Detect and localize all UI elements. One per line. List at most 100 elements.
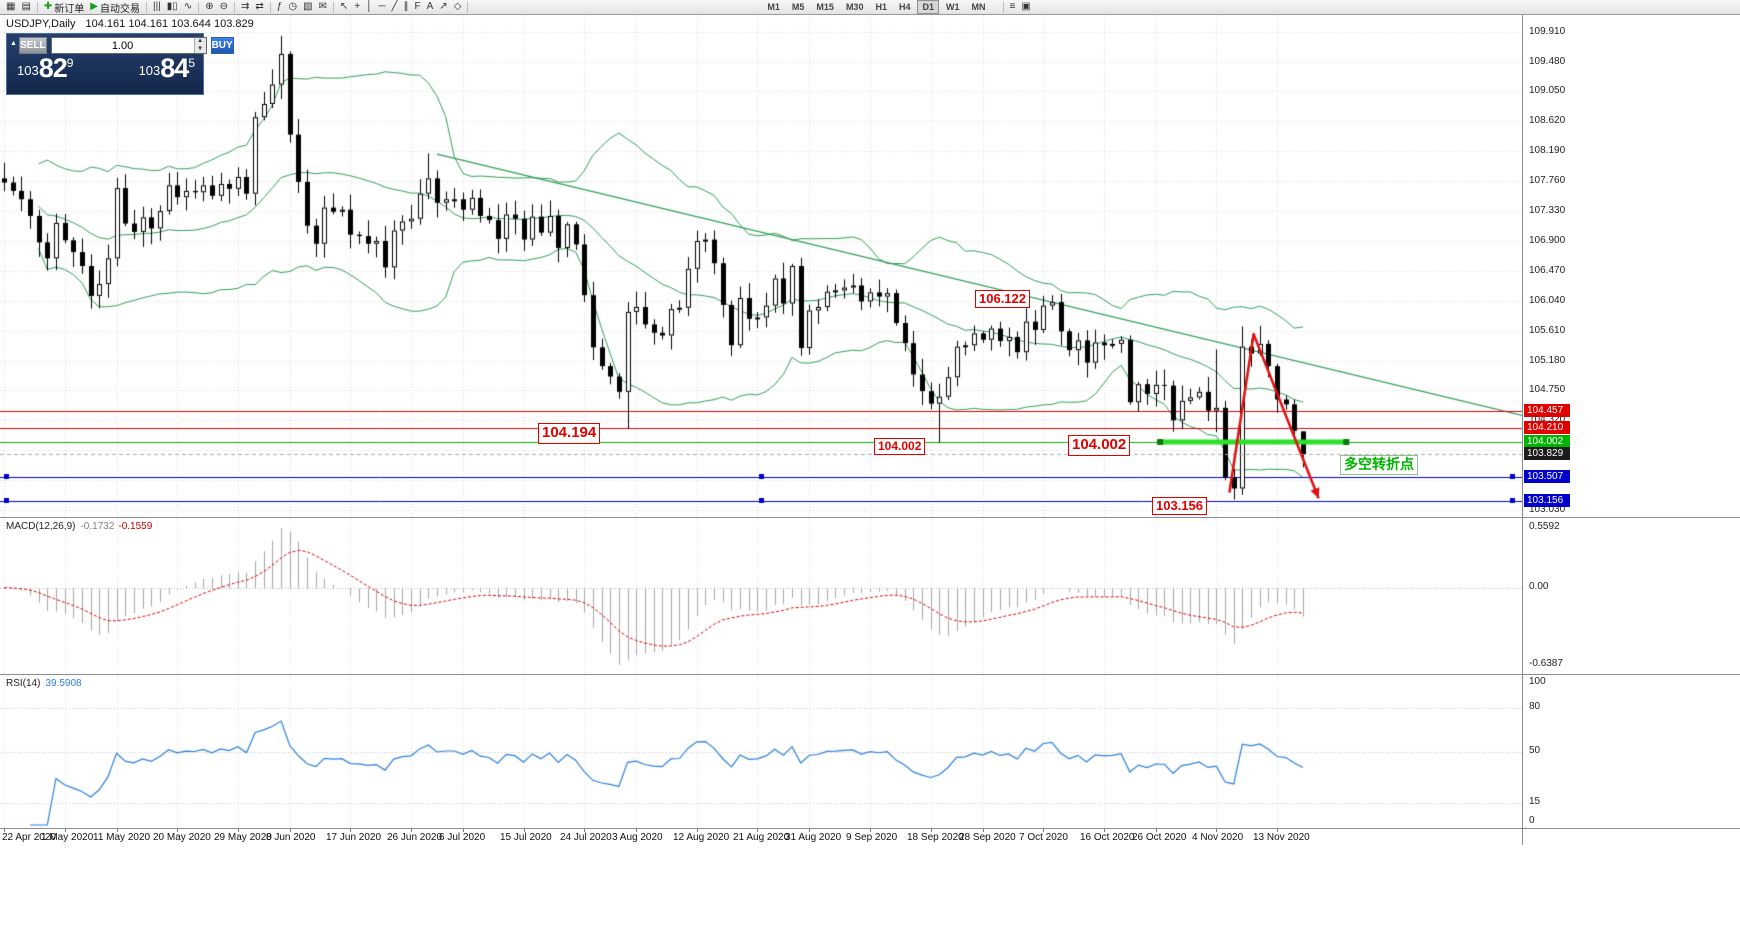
trendline-tool-button[interactable]: ╱ [388,1,400,14]
symbol-timeframe-label: USDJPY,Daily [6,18,76,30]
timeframe-button-mn[interactable]: MN [971,2,986,12]
fibonacci-tool-button[interactable]: F [412,1,424,14]
rsi-axis-label: 100 [1529,676,1546,687]
toolbar-separator [146,1,147,13]
fibonacci-icon: F [414,1,421,12]
timeframe-button-d1[interactable]: D1 [917,0,939,14]
clock-icon: ◷ [288,1,298,12]
cursor-tool-button[interactable]: ↖ [337,1,351,14]
indicators-icon: ƒ [276,1,283,12]
chart-shift-button[interactable]: ⇄ [252,1,266,14]
autotrading-button-label: 自动交易 [100,3,140,15]
timeframe-button-h4[interactable]: H4 [898,2,911,12]
candlestick-icon: ▮▯ [166,1,178,12]
time-axis-label: 18 Sep 2020 [907,832,964,843]
timeframe-button-m15[interactable]: M15 [816,2,834,12]
shapes-tool-button[interactable]: ◇ [451,1,465,14]
mailbox-button[interactable]: ✉ [316,1,330,14]
price-axis-label: 109.050 [1529,85,1566,97]
horizontal-line-tool-button[interactable]: ─ [375,1,388,14]
price-axis-label: 104.320 [1529,414,1566,426]
templates-button[interactable]: ▧ [300,1,315,14]
timeframe-button-m30[interactable]: M30 [845,2,864,12]
price-axis-label: 103.030 [1529,504,1566,516]
indicators-button[interactable]: ƒ [274,1,286,14]
price-tag-104002: 104.002 [1524,435,1570,449]
volume-down-button[interactable]: ▼ [194,45,206,53]
time-axis-label: 28 Sep 2020 [959,832,1016,843]
chart-shift-icon: ⇄ [255,1,264,12]
buy-button[interactable]: BUY [210,37,234,54]
price-axis-label: 108.190 [1529,145,1566,157]
time-axis-label: 3 Aug 2020 [612,832,663,843]
chart-area[interactable]: USDJPY,Daily 104.161 104.161 103.644 103.… [0,15,1740,517]
time-axis-tick [117,829,118,832]
line-style-icon: ≡ [1009,1,1016,12]
new-order-button[interactable]: ✚ 新订单 [41,1,87,15]
timeframe-button-h1[interactable]: H1 [875,2,887,12]
periods-button[interactable]: ◷ [285,1,300,14]
timeframe-button-w1[interactable]: W1 [946,2,960,12]
time-axis[interactable]: 22 Apr 2020 1 May 2020 11 May 2020 20 May 2… [0,828,1740,845]
arrow-tool-button[interactable]: ↗ [436,1,450,14]
arrow-icon: ↗ [439,1,448,12]
time-axis-label: 6 Jul 2020 [439,832,486,843]
zoom-out-button[interactable]: ⊖ [217,1,231,14]
text-tool-button[interactable]: A [424,1,437,14]
channel-tool-button[interactable]: ∥ [401,1,412,14]
price-axis-label: 106.900 [1529,234,1566,246]
bid-ask-prices: 103 82 9 103 84 5 [7,53,203,83]
time-axis-tick [65,829,66,832]
price-axis-label: 108.620 [1529,115,1566,127]
autoscroll-icon: ⇉ [240,1,250,12]
sell-price-big-figure: 103 [17,63,39,78]
price-axis-label: 107.330 [1529,205,1566,217]
candlestick-chart-button[interactable]: ▮▯ [164,1,181,14]
collapse-panel-icon[interactable]: ▲ [10,40,17,47]
toolbar-separator [36,1,38,13]
time-axis-label: 16 Oct 2020 [1080,832,1135,843]
toolbar-separator [467,1,469,13]
time-axis-label: 26 Jun 2020 [387,832,443,843]
macd-canvas[interactable] [0,519,1522,674]
new-chart-button[interactable]: ▦ [3,1,18,14]
profiles-button[interactable]: ▤ [18,1,33,14]
buy-price-pips: 84 [160,53,189,83]
shapes-icon: ◇ [453,1,462,12]
autotrading-button[interactable]: ▶ 自动交易 [87,1,143,15]
rsi-pane[interactable]: RSI(14) 39.5908 [0,674,1740,828]
price-axis[interactable]: 109.910 109.480 109.050 108.620 108.190 107.7… [1522,15,1740,845]
rsi-canvas[interactable] [0,676,1522,828]
volume-input[interactable] [51,38,194,53]
sell-button[interactable]: SELL [19,37,47,54]
time-axis-tick [809,829,810,832]
macd-pane[interactable]: MACD(12,26,9) -0.1732 -0.1559 [0,517,1740,674]
volume-control: ▲ ▼ [50,37,207,54]
macd-name: MACD(12,26,9) [6,521,76,532]
line-chart-icon: ∿ [183,1,193,12]
volume-up-button[interactable]: ▲ [194,38,206,46]
macd-axis-label: 0.00 [1529,580,1549,592]
time-axis-label: 9 Sep 2020 [846,832,898,843]
main-toolbar: ▦ ▤ ✚ 新订单 ▶ 自动交易 ||| ▮▯ ∿ ⊕ ⊖ ⇉ ⇄ ƒ ◷ ▧ ✉ ↖ + │ ─ ╱ ∥ F A ↗ ◇ M1 M5 M… [0,0,1740,15]
line-chart-button[interactable]: ∿ [181,1,195,14]
macd-axis-label: -0.6387 [1529,658,1563,669]
line-style-button[interactable]: ≡ [1007,1,1019,14]
crosshair-tool-button[interactable]: + [351,1,363,14]
zoom-in-button[interactable]: ⊕ [202,1,216,14]
one-click-trade-panel: ▲ SELL ▲ ▼ BUY 103 82 9 [6,33,234,95]
timeframe-button-m1[interactable]: M1 [767,2,780,12]
time-axis-label: 31 Aug 2020 [785,832,842,843]
vertical-line-tool-button[interactable]: │ [363,1,375,14]
autotrading-play-icon: ▶ [90,1,98,12]
time-axis-tick [350,829,351,832]
zoom-out-icon: ⊖ [219,1,228,12]
time-axis-tick [697,829,698,832]
candlestick-chart-canvas[interactable] [0,15,1522,517]
time-axis-tick [1156,829,1157,832]
timeframe-button-m5[interactable]: M5 [791,2,805,12]
autoscroll-button[interactable]: ⇉ [238,1,252,14]
bars-chart-button[interactable]: ||| [150,1,164,14]
toolbar-separator [198,1,200,13]
objects-list-button[interactable]: ▣ [1018,1,1033,14]
